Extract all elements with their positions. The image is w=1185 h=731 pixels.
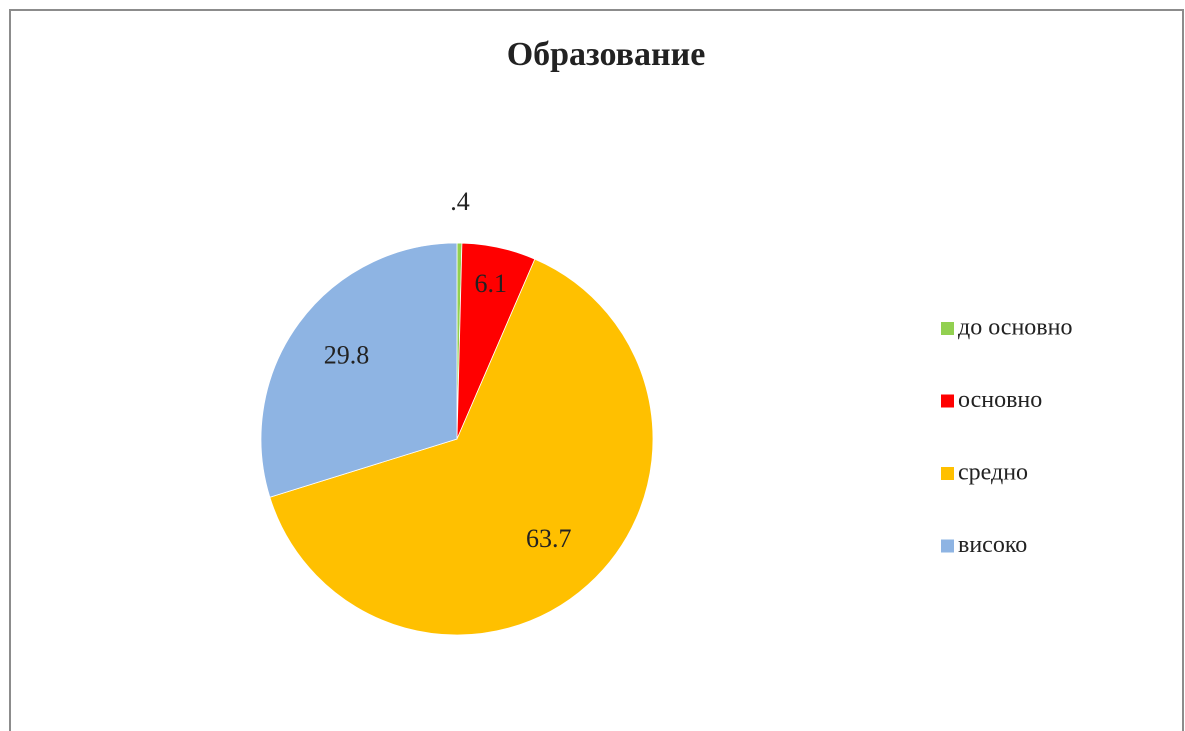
- legend-swatch: [941, 394, 954, 408]
- chart-frame: [9, 9, 1184, 731]
- data-label: 29.8: [324, 341, 370, 370]
- legend-label: основно: [958, 387, 1042, 413]
- legend-label: средно: [958, 460, 1028, 486]
- pie-slice: [269, 258, 654, 636]
- legend-label: високо: [958, 532, 1027, 558]
- legend-swatch: [941, 539, 954, 553]
- chart-title: Образование: [507, 36, 706, 73]
- pie: [260, 242, 654, 636]
- data-labels: .4 6.1 63.7 29.8: [324, 187, 572, 553]
- legend: до основно основно средно високо: [941, 315, 1072, 558]
- data-label: 6.1: [474, 269, 507, 298]
- data-label: 63.7: [526, 524, 572, 553]
- legend-label: до основно: [958, 315, 1072, 341]
- legend-swatch: [941, 322, 954, 335]
- data-label: .4: [450, 187, 470, 216]
- legend-swatch: [941, 467, 954, 480]
- pie-slice: [260, 242, 458, 498]
